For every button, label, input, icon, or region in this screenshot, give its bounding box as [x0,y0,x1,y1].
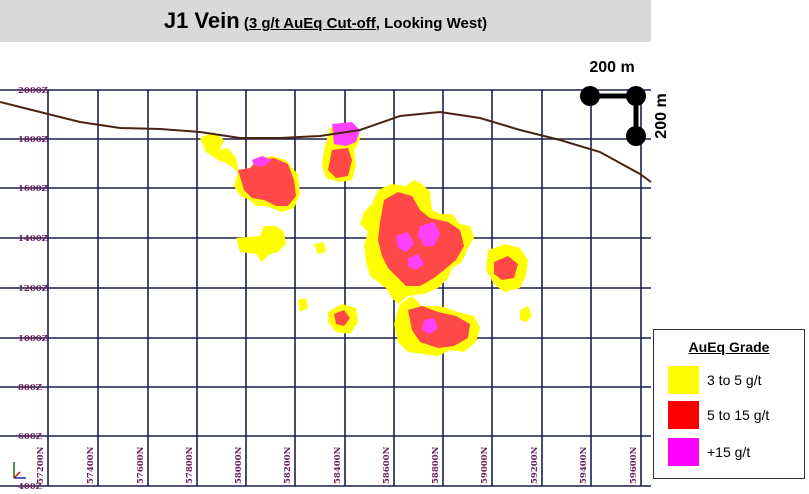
grade-shells [200,122,532,356]
y-tick-label: 1200Z [18,284,48,294]
figure-title: J1 Vein (3 g/t AuEq Cut-off, Looking Wes… [164,8,487,34]
legend-swatch-mid [668,401,699,429]
shell-top-middle [322,122,360,182]
legend: AuEq Grade 3 to 5 g/t 5 to 15 g/t +15 g/… [653,329,805,479]
title-subtitle: (3 g/t AuEq Cut-off, Looking West) [240,15,487,32]
x-tick-label: 59600N [629,446,639,484]
x-axis-labels: 57200N 57400N 57600N 57800N 58000N 58200N 5840… [36,446,639,484]
x-tick-label: 57800N [185,446,195,484]
x-tick-label: 57400N [86,446,96,484]
shell-main [298,180,532,356]
x-tick-label: 58800N [431,446,441,484]
title-bar: J1 Vein (3 g/t AuEq Cut-off, Looking Wes… [0,0,651,42]
x-tick-label: 59200N [530,446,540,484]
x-tick-label: 59000N [480,446,490,484]
x-tick-label: 58200N [283,446,293,484]
y-tick-label: 600Z [18,432,42,442]
title-main: J1 Vein [163,8,240,33]
legend-title: AuEq Grade [688,339,770,355]
legend-swatch-high [668,438,699,466]
x-tick-label: 59400N [579,446,589,484]
title-rest: , Looking West) [375,15,488,32]
y-tick-label: 400Z [18,482,42,492]
x-tick-label: 58400N [333,446,343,484]
scale-bar-vertical-label: 200 m [653,93,670,138]
legend-label-low: 3 to 5 g/t [707,372,762,388]
grid [0,89,651,487]
x-tick-label: 58000N [234,446,244,484]
scale-bar: 200 m 200 m [580,59,670,146]
legend-item-low: 3 to 5 g/t [668,366,761,394]
xyz-axis-triad-icon [13,462,26,479]
shell-upper-left [200,132,300,262]
legend-swatch-low [668,366,699,394]
y-tick-label: 1600Z [18,184,48,194]
x-tick-label: 57200N [36,446,46,484]
legend-item-mid: 5 to 15 g/t [668,401,769,429]
scale-bar-horizontal-label: 200 m [589,59,634,76]
y-tick-label: 1400Z [18,234,48,244]
legend-label-high: +15 g/t [707,444,751,460]
title-cutoff: 3 g/t AuEq Cut-off [248,15,376,32]
y-tick-label: 1000Z [18,334,48,344]
y-axis-labels: 2000Z 1800Z 1600Z 1400Z 1200Z 1000Z 800Z 600Z 40… [18,86,48,492]
y-tick-label: 1800Z [18,135,48,145]
legend-item-high: +15 g/t [668,438,750,466]
x-tick-label: 58600N [382,446,392,484]
y-tick-label: 800Z [18,383,42,393]
title-open-paren: ( [239,15,249,32]
topography-line [0,101,652,183]
x-tick-label: 57600N [136,446,146,484]
y-tick-label: 2000Z [18,86,48,96]
legend-label-mid: 5 to 15 g/t [707,407,770,423]
